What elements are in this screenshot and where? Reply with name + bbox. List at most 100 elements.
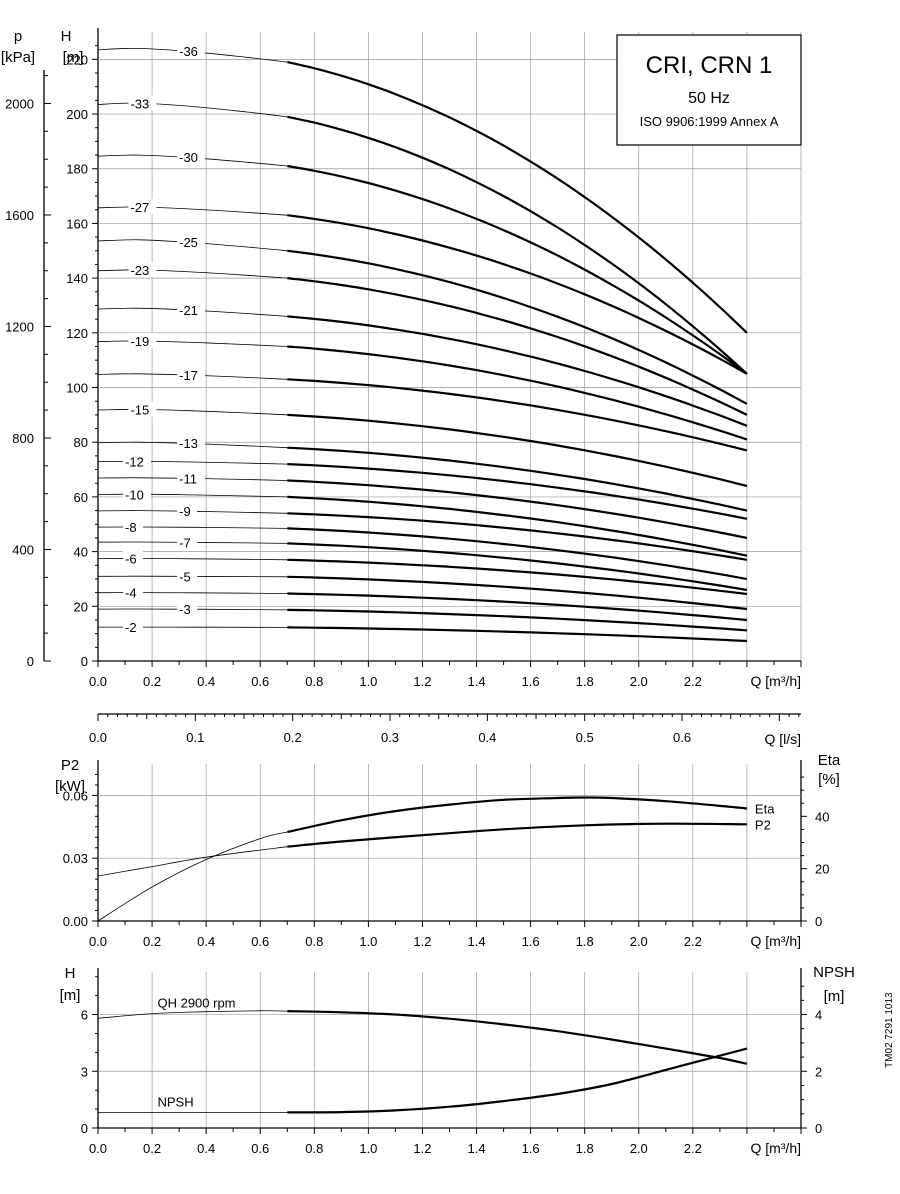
head-curve [287, 512, 748, 561]
head-curve [287, 592, 747, 622]
head-curve-low-flow [97, 206, 288, 216]
x-tick-label: 0.0 [89, 1141, 107, 1156]
head-curve [287, 115, 748, 375]
series-label: NPSH [157, 1094, 193, 1109]
x2-tick-label: 0.1 [186, 730, 204, 745]
chart-subtitle: 50 Hz [688, 90, 730, 107]
curve-label-bg [177, 301, 206, 317]
x-tick-label: 0.2 [143, 1141, 161, 1156]
x-tick-label: 1.0 [359, 674, 377, 689]
x-tick-label: 1.2 [413, 934, 431, 949]
curve-label-bg [123, 619, 144, 635]
curve-label: -36 [179, 44, 198, 59]
power-efficiency-panel: 0.0 0.2 0.4 0.6 0.8 1.0 1.2 1.4 1.6 1.8 2.0 2.2 Q [m… [55, 752, 841, 949]
head-curve [287, 608, 747, 632]
y2-tick-label: 0 [815, 914, 822, 929]
x2-tick-label: 0.5 [576, 730, 594, 745]
curve-label: -25 [179, 235, 198, 250]
head-curve [287, 558, 748, 596]
head-curve-low-flow [97, 269, 288, 279]
curve-label: -15 [130, 403, 149, 418]
y-axis-unit: [kW] [55, 778, 85, 795]
curve-label-bg [177, 366, 206, 382]
x-axis-label: Q [m³/h] [750, 933, 801, 949]
curve-label: -27 [130, 200, 149, 215]
p2-curve-low-flow [97, 846, 288, 877]
x2-tick-label: 0.2 [284, 730, 302, 745]
head-curve [287, 542, 748, 591]
x-tick-label: 0.8 [305, 674, 323, 689]
y2-axis-unit: [%] [818, 771, 840, 788]
side-note: TM02 7291 1013 [884, 992, 895, 1068]
head-curve [287, 463, 748, 520]
y-tick-label: 180 [66, 162, 88, 177]
head-curve [287, 315, 748, 427]
x-tick-label: 1.4 [467, 1141, 485, 1156]
x-tick-label: 2.0 [630, 934, 648, 949]
y-axis-unit: [m] [60, 987, 81, 1004]
p-tick-label: 2000 [5, 96, 34, 111]
flow-ls-axis: 0.0 0.1 0.2 0.3 0.4 0.5 0.6 Q [l/s] [89, 713, 801, 747]
head-curve [287, 164, 748, 375]
x-tick-label: 0.2 [143, 674, 161, 689]
x2-tick-label: 0.0 [89, 730, 107, 745]
curve-label-bg [177, 149, 206, 165]
x-axis-label: Q [m³/h] [750, 1140, 801, 1156]
curve-label: -4 [125, 586, 137, 601]
curve-label-bg [123, 453, 152, 469]
curve-label: -3 [179, 602, 191, 617]
curve-label-bg [177, 233, 206, 249]
curve-label: -17 [179, 368, 198, 383]
y-tick-label: 3 [81, 1064, 88, 1079]
x-tick-label: 1.0 [359, 1141, 377, 1156]
series-label: QH 2900 rpm [157, 995, 235, 1010]
npsh-panel-curve [287, 1047, 748, 1114]
p-tick-label: 0 [27, 654, 34, 669]
y-tick-label: 120 [66, 326, 88, 341]
curve-label-bg [123, 550, 144, 566]
curve-label-bg [177, 568, 198, 584]
y-axis-label: H [65, 965, 76, 982]
y-tick-label: 100 [66, 381, 88, 396]
x-axis-label: Q [m³/h] [750, 673, 801, 689]
x-tick-label: 0.6 [251, 934, 269, 949]
curve-label: -19 [130, 334, 149, 349]
y-axis-label: P2 [61, 757, 79, 774]
head-curve [287, 527, 748, 581]
curve-label: -12 [125, 454, 144, 469]
y-tick-label: 6 [81, 1008, 88, 1023]
p-tick-label: 1600 [5, 208, 34, 223]
head-curve [287, 345, 748, 441]
x-tick-label: 1.8 [576, 1141, 594, 1156]
y2-tick-label: 4 [815, 1008, 822, 1023]
head-panel: 0.0 0.2 0.4 0.6 0.8 1.0 1.2 1.4 1.6 1.8 2.0 2.2 Q [m… [1, 28, 802, 689]
x-tick-label: 1.6 [522, 674, 540, 689]
y2-axis-label: Eta [818, 752, 841, 769]
x-tick-label: 0.8 [305, 934, 323, 949]
y2-tick-label: 40 [815, 809, 829, 824]
curve-label: -11 [179, 471, 197, 486]
p-tick-label: 400 [12, 542, 34, 557]
head-curve [287, 479, 748, 539]
npsh-panel: 0.0 0.2 0.4 0.6 0.8 1.0 1.2 1.4 1.6 1.8 2.0 2.2 Q [m… [60, 964, 855, 1156]
y2-axis-label: NPSH [813, 964, 855, 981]
eta-curve [287, 796, 748, 834]
head-curve [287, 626, 747, 643]
y-axis-label: H [61, 28, 72, 45]
x-tick-label: 0.6 [251, 1141, 269, 1156]
curve-label: -10 [125, 487, 144, 502]
head-curve [287, 214, 748, 375]
x-tick-label: 0.6 [251, 674, 269, 689]
p-axis-unit: [kPa] [1, 49, 35, 66]
curve-label: -23 [130, 263, 149, 278]
title-box: CRI, CRN 1 50 Hz ISO 9906:1999 Annex A [616, 34, 802, 146]
head-curve [287, 575, 748, 611]
curve-label-bg [177, 470, 206, 486]
x-tick-label: 1.2 [413, 1141, 431, 1156]
curve-label: -8 [125, 520, 137, 535]
x-tick-label: 2.2 [684, 1141, 702, 1156]
x-tick-label: 1.4 [467, 674, 485, 689]
y-axis-unit: [m] [63, 49, 84, 66]
head-curve-low-flow [97, 340, 288, 347]
x-tick-label: 2.0 [630, 1141, 648, 1156]
